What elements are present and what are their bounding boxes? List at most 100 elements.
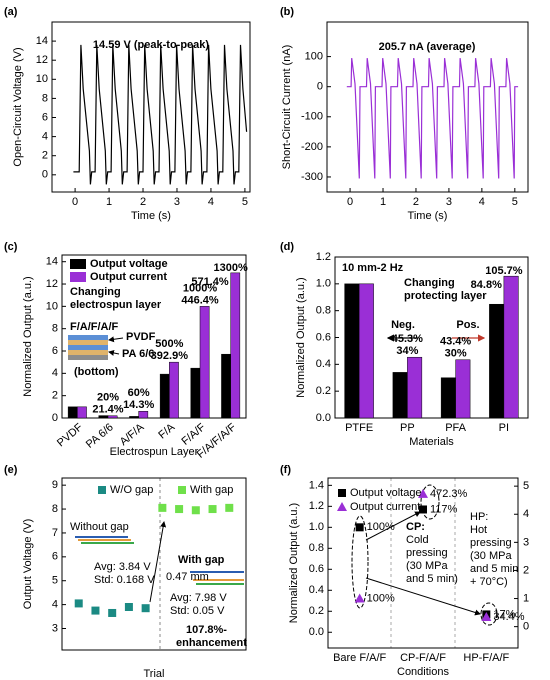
bar bbox=[230, 272, 241, 419]
y-tick-label: 10 bbox=[36, 73, 48, 85]
point bbox=[481, 611, 492, 621]
y-tick-label: 3 bbox=[52, 622, 58, 634]
annotation: PVDF bbox=[126, 331, 156, 343]
y-tick-label: 6 bbox=[52, 345, 58, 357]
x-axis-label: Conditions bbox=[397, 666, 449, 678]
annotation: Avg: 7.98 V bbox=[170, 592, 227, 604]
value-label: 105.7% bbox=[485, 265, 523, 277]
value-label: 30% bbox=[445, 348, 467, 360]
y-tick-label: 0.2 bbox=[316, 385, 331, 397]
annotation: 107.8%- bbox=[186, 624, 227, 636]
point bbox=[74, 599, 83, 608]
bar bbox=[489, 303, 505, 419]
y-tick-label: 0.0 bbox=[309, 626, 324, 638]
point bbox=[108, 608, 117, 617]
y-tick-label: 0.6 bbox=[316, 331, 331, 343]
bar bbox=[199, 306, 210, 419]
legend-swatch bbox=[337, 502, 347, 511]
bar bbox=[503, 275, 519, 419]
value-label: 43.4% bbox=[440, 336, 471, 348]
y-tick-label: 0.0 bbox=[316, 412, 331, 424]
annotation: 205.7 nA (average) bbox=[379, 41, 476, 53]
annotation: Changing bbox=[404, 277, 455, 289]
bar bbox=[77, 406, 87, 419]
y2-tick-label: 1 bbox=[523, 592, 529, 604]
y-tick-label: 0 bbox=[52, 412, 58, 424]
value-label: 100% bbox=[367, 592, 395, 604]
annotation: 10 mm-2 Hz bbox=[342, 262, 404, 274]
x-axis-label: Time (s) bbox=[408, 210, 448, 222]
y-tick-label: 5 bbox=[52, 575, 58, 587]
point bbox=[208, 505, 217, 514]
point bbox=[158, 503, 167, 512]
annotation: (30 MPa bbox=[470, 550, 512, 562]
y-tick-label: 10 bbox=[46, 300, 58, 312]
y-tick-label: 0.4 bbox=[316, 358, 331, 370]
y-tick-label: 0 bbox=[42, 169, 48, 181]
x-tick-label: 2 bbox=[140, 196, 146, 208]
y-tick-label: 1.2 bbox=[316, 251, 331, 263]
x-tick-label: 1 bbox=[106, 196, 112, 208]
y-tick-label: 1.2 bbox=[309, 500, 324, 512]
legend-label: Output voltage bbox=[90, 258, 168, 270]
bar bbox=[190, 367, 201, 419]
annotation: 14.59 V (peak-to-peak) bbox=[93, 39, 209, 51]
y2-tick-label: 4 bbox=[523, 508, 529, 520]
legend-swatch bbox=[338, 489, 346, 497]
annotation: pressing bbox=[406, 547, 448, 559]
y-tick-label: 8 bbox=[52, 323, 58, 335]
bar bbox=[358, 283, 374, 419]
point bbox=[419, 505, 427, 514]
annotation: and 5 min bbox=[470, 563, 518, 575]
point bbox=[355, 523, 364, 532]
panel-label: (b) bbox=[280, 6, 294, 18]
bar bbox=[407, 356, 423, 419]
y-tick-label: 4 bbox=[52, 367, 58, 379]
legend-label: Output current bbox=[350, 501, 420, 513]
point bbox=[191, 506, 200, 515]
x-axis-label: Electrospun Layer bbox=[110, 446, 199, 458]
y-axis-label: Normalized Output (a.u.) bbox=[295, 277, 307, 397]
panel-label: (c) bbox=[4, 241, 18, 253]
legend-label: W/O gap bbox=[110, 484, 153, 496]
value-label: 20% bbox=[97, 392, 119, 404]
panel-label: (a) bbox=[4, 6, 18, 18]
annotation: pressing bbox=[470, 537, 512, 549]
annotation: and 5 min) bbox=[406, 573, 458, 585]
y-axis-label: Output Voltage (V) bbox=[22, 519, 34, 610]
y2-tick-label: 5 bbox=[523, 480, 529, 492]
point bbox=[225, 503, 234, 512]
bar bbox=[138, 411, 149, 419]
plot-frame bbox=[327, 477, 519, 649]
value-label: 571.4% bbox=[191, 276, 229, 288]
y2-tick-label: 2 bbox=[523, 564, 529, 576]
annotation: Pos. bbox=[456, 319, 479, 331]
x-tick-label: PP bbox=[400, 422, 415, 434]
y-tick-label: 8 bbox=[52, 503, 58, 515]
value-label: 392.9% bbox=[151, 350, 189, 362]
x-tick-label: Bare F/A/F bbox=[333, 652, 386, 664]
y-tick-label: 6 bbox=[52, 551, 58, 563]
value-label: 34.4% bbox=[493, 611, 524, 623]
bar bbox=[98, 415, 109, 419]
value-label: 1000% bbox=[183, 282, 217, 294]
y-tick-label: 0.2 bbox=[309, 605, 324, 617]
value-label: 21.4% bbox=[92, 404, 123, 416]
x-tick-label: HP-F/A/F bbox=[463, 652, 509, 664]
x-axis-label: Trial bbox=[144, 668, 165, 680]
y-tick-label: 8 bbox=[42, 92, 48, 104]
value-label: 117% bbox=[430, 503, 458, 515]
x-tick-label: 4 bbox=[479, 196, 485, 208]
y-axis-label: Short-Circuit Current (nA) bbox=[281, 45, 293, 170]
y-tick-label: 14 bbox=[36, 35, 48, 47]
y-tick-label: 0.8 bbox=[316, 305, 331, 317]
y-axis-label: Normalized Output (a.u.) bbox=[288, 503, 300, 623]
annotation: Std: 0.05 V bbox=[170, 605, 225, 617]
legend-swatch bbox=[98, 486, 106, 494]
bar bbox=[67, 406, 78, 419]
bar bbox=[344, 283, 360, 419]
annotation: + 70°C) bbox=[470, 576, 508, 588]
legend-label: Output current bbox=[90, 271, 167, 283]
y-tick-label: 6 bbox=[42, 111, 48, 123]
annotation: electrospun layer bbox=[70, 299, 162, 311]
